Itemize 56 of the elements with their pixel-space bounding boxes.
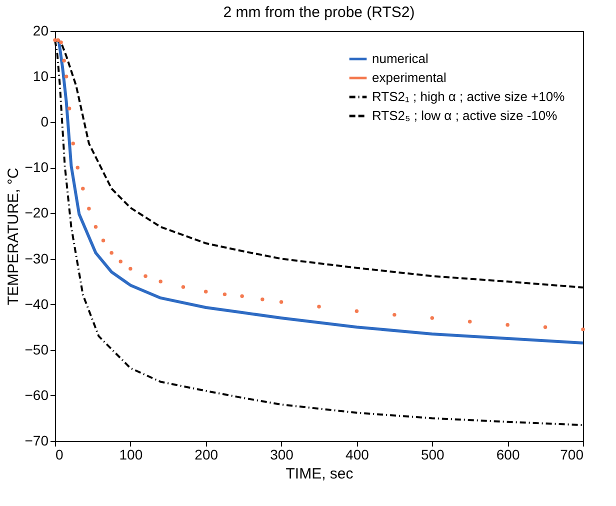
point [317, 304, 321, 308]
legend-label: RTS2₁ ; high α ; active size +10% [372, 89, 566, 104]
point [71, 142, 75, 146]
point [67, 106, 72, 110]
y-tick-label: −30 [24, 250, 49, 266]
legend-label: experimental [372, 70, 447, 85]
x-tick-label: 0 [56, 446, 64, 462]
point [181, 285, 186, 289]
point [354, 309, 359, 314]
point [543, 325, 548, 329]
point [222, 292, 227, 296]
point [118, 260, 122, 264]
x-tick-label: 400 [346, 446, 370, 462]
point [506, 322, 510, 327]
x-tick-label: 700 [560, 446, 584, 462]
point [279, 300, 284, 304]
point [94, 225, 98, 229]
point [468, 320, 472, 324]
point [128, 266, 132, 271]
y-tick-label: −70 [24, 432, 49, 448]
point [581, 328, 585, 332]
x-tick-label: 600 [496, 446, 520, 462]
point [204, 290, 208, 294]
point [110, 250, 114, 255]
point [392, 312, 396, 317]
point [76, 166, 80, 170]
point [62, 58, 66, 62]
point [101, 238, 106, 242]
point [158, 280, 162, 284]
point [430, 316, 434, 320]
point [260, 297, 264, 302]
point [240, 294, 244, 298]
y-tick-label: 0 [40, 114, 49, 130]
point [81, 186, 85, 190]
point [144, 274, 148, 278]
point [53, 38, 57, 42]
x-axis-title: TIME, sec [286, 466, 354, 482]
point [87, 206, 91, 211]
point [59, 40, 63, 44]
x-tick-label: 200 [194, 446, 218, 462]
y-tick-label: 20 [32, 22, 49, 38]
y-tick-label: −20 [24, 204, 49, 221]
y-tick-label: 10 [32, 68, 49, 84]
y-tick-label: −40 [24, 296, 49, 312]
y-axis-title: TEMPERATURE, °C [4, 168, 22, 306]
x-tick-label: 100 [119, 446, 143, 462]
chart-title: 2 mm from the probe (RTS2) [223, 4, 415, 21]
y-tick-label: −50 [24, 341, 49, 358]
point [64, 74, 68, 78]
y-tick-label: −60 [24, 386, 49, 403]
legend-label: numerical [372, 51, 428, 66]
x-tick-label: 300 [270, 446, 294, 462]
x-tick-label: 500 [420, 446, 445, 462]
point [56, 38, 60, 42]
y-tick-label: −10 [24, 159, 49, 176]
legend-label: RTS2₅ ; low α ; active size -10% [372, 108, 558, 123]
